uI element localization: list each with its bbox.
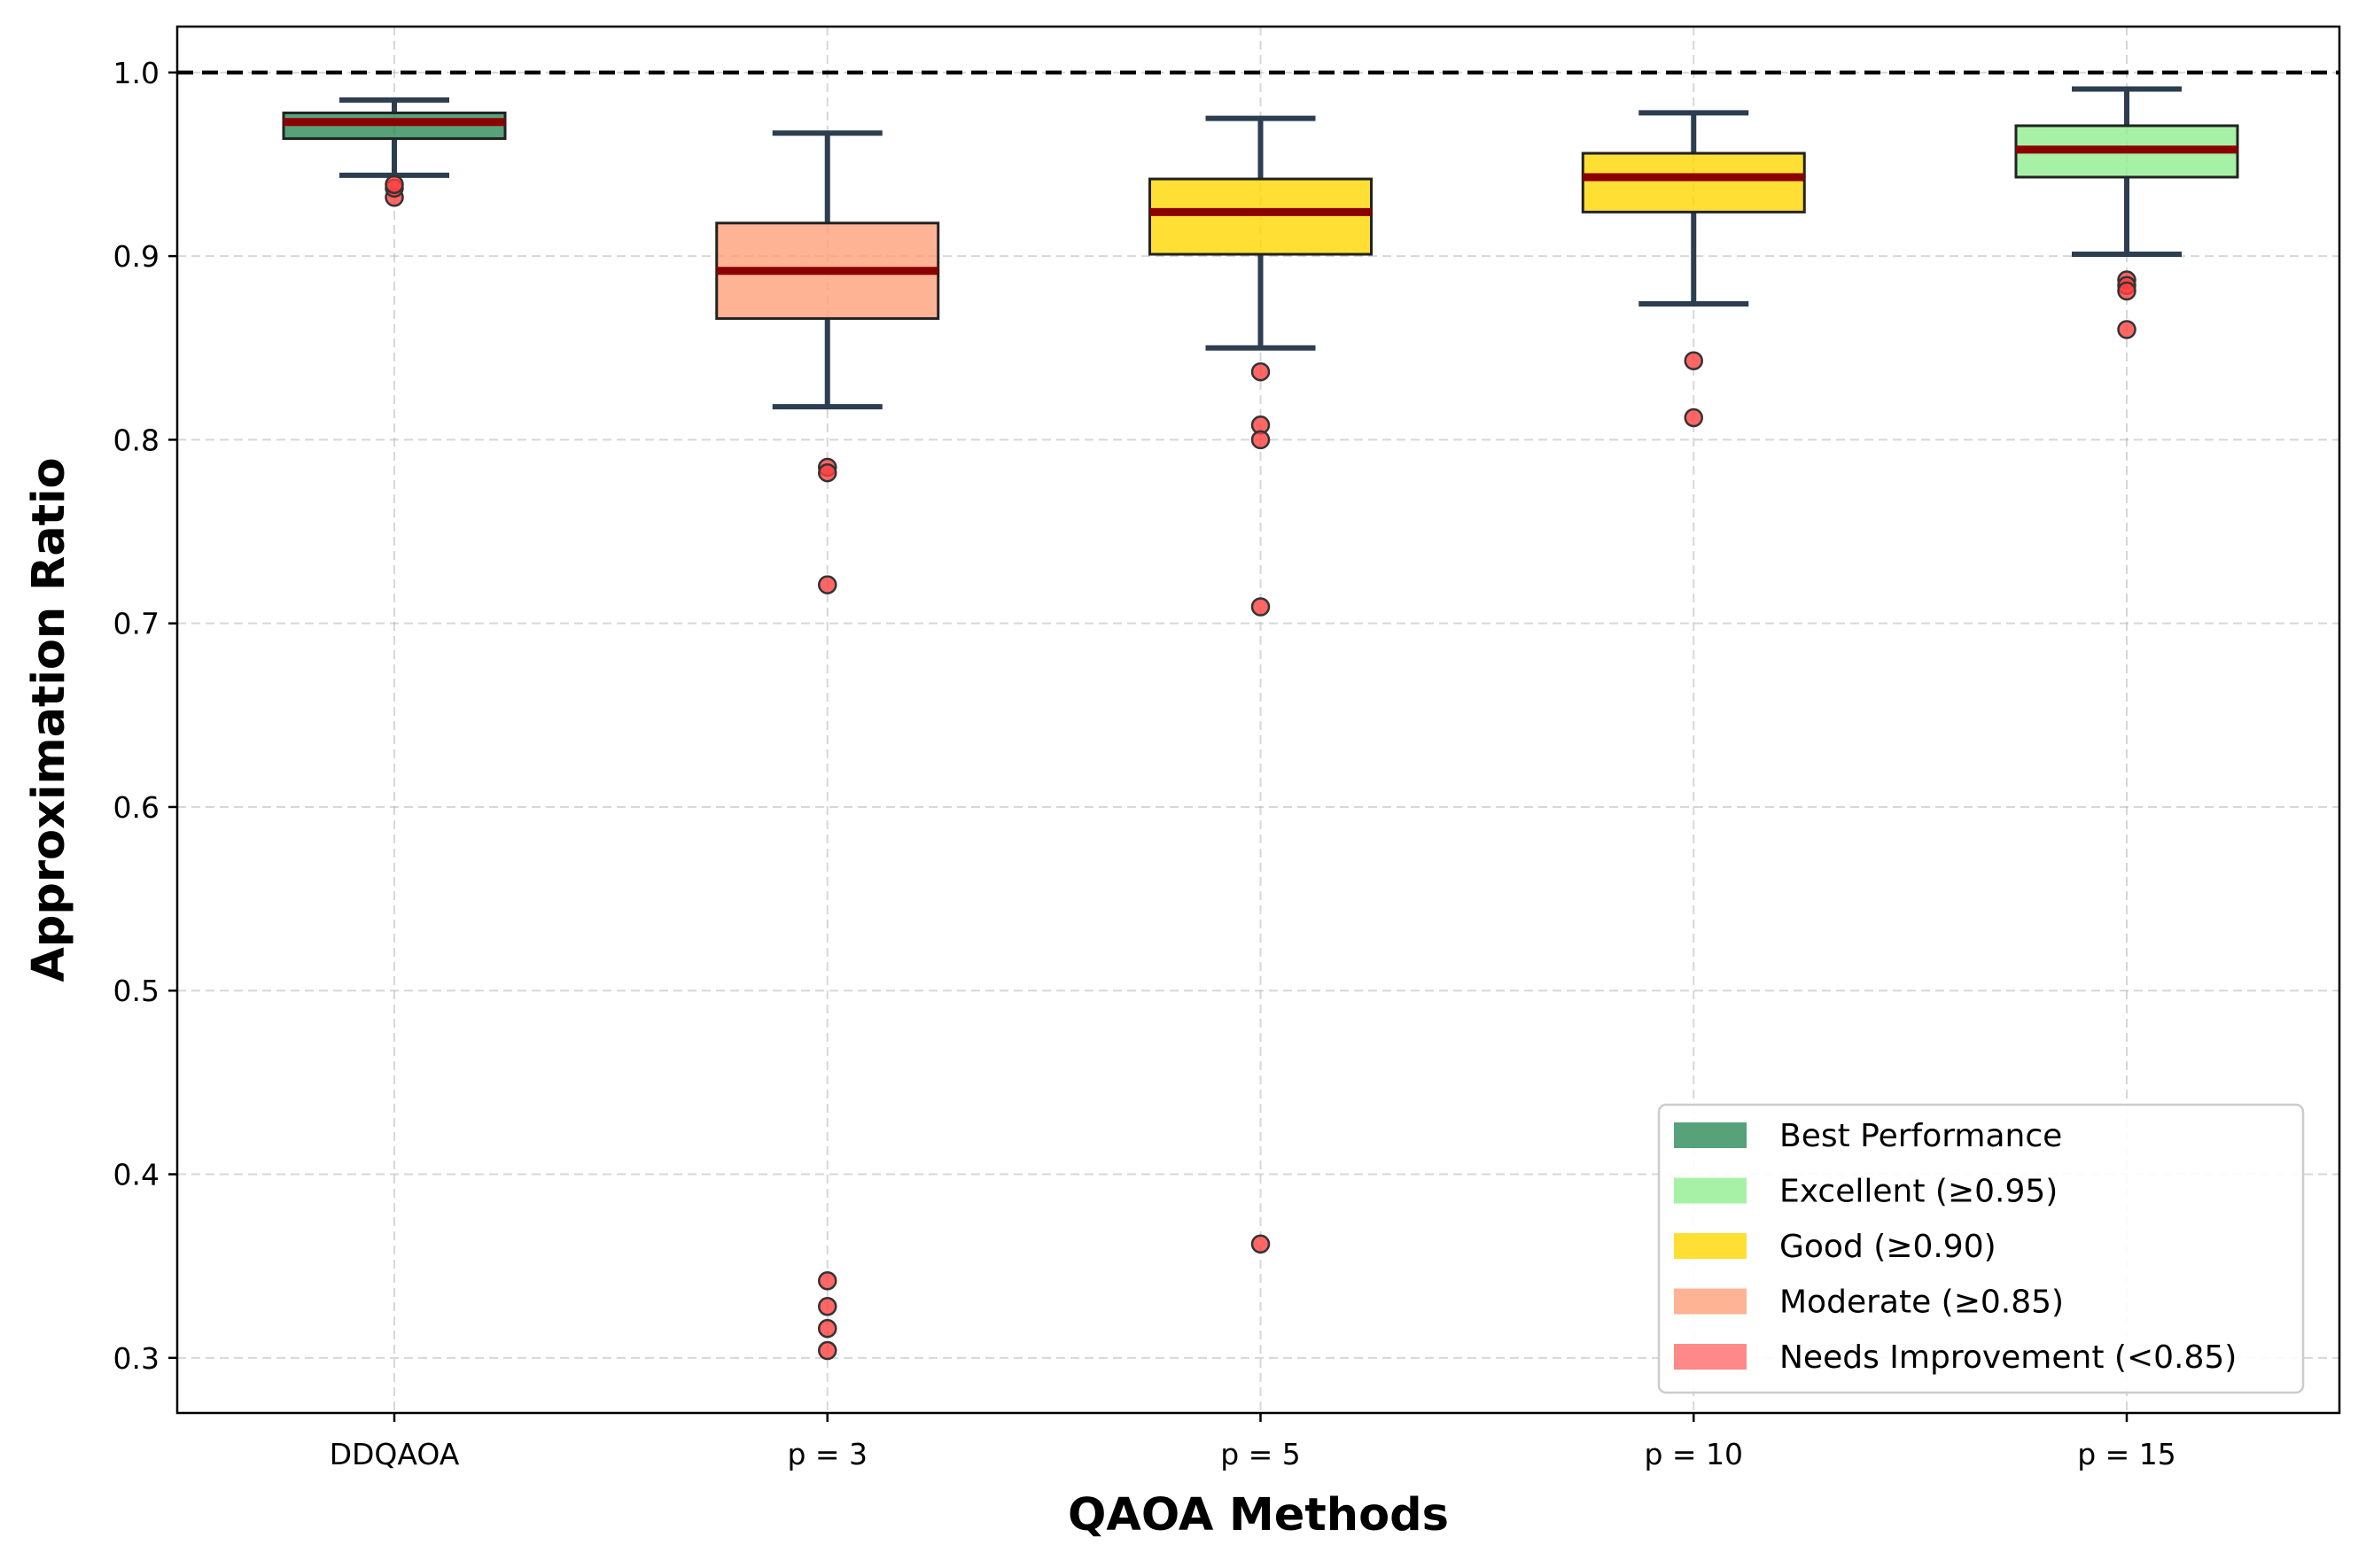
y-tick-label: 0.5: [113, 974, 160, 1008]
box-iqr: [1148, 177, 1373, 256]
x-axis-title: QAOA Methods: [1068, 1489, 1449, 1541]
outlier-point: [1250, 430, 1271, 450]
legend-swatch: [1674, 1177, 1747, 1204]
box-iqr: [1581, 151, 1806, 213]
y-tick-label: 0.7: [113, 607, 160, 641]
legend-label: Good (≥0.90): [1779, 1229, 1996, 1265]
legend-box: [1657, 1103, 2305, 1394]
outlier-point: [818, 575, 837, 594]
outlier-point: [385, 175, 404, 195]
x-axis-ticks: DDQAOA p = 3 p = 5 p = 10 p = 15: [330, 1413, 2176, 1471]
outlier-point: [1250, 1234, 1271, 1254]
outlier-point: [1250, 597, 1271, 617]
outlier-layer: [385, 175, 2136, 1361]
y-tick-label: 0.4: [113, 1158, 160, 1192]
legend-swatch: [1674, 1122, 1747, 1148]
legend-label: Needs Improvement (<0.85): [1779, 1339, 2237, 1376]
legend-swatch: [1674, 1344, 1747, 1370]
x-tick-label: DDQAOA: [330, 1437, 460, 1471]
outlier-point: [1250, 361, 1271, 382]
outlier-point: [818, 462, 837, 483]
outlier-point: [2117, 320, 2136, 339]
legend-label: Excellent (≥0.95): [1779, 1174, 2058, 1210]
y-tick-label: 0.3: [113, 1341, 160, 1376]
y-tick-label: 1.0: [113, 56, 160, 90]
y-axis-title: Approximation Ratio: [23, 457, 75, 982]
box-group: [715, 130, 940, 410]
x-tick-label: p = 10: [1644, 1437, 1743, 1471]
legend-swatch: [1674, 1233, 1747, 1259]
y-tick-label: 0.9: [113, 239, 160, 274]
legend-swatch: [1674, 1288, 1747, 1315]
legend: Best Performance Excellent (≥0.95) Good (≥…: [1657, 1103, 2305, 1394]
x-tick-label: p = 3: [787, 1437, 868, 1471]
y-tick-label: 0.8: [113, 423, 160, 457]
y-tick-label: 0.6: [113, 790, 160, 825]
x-tick-label: p = 15: [2077, 1437, 2176, 1471]
outlier-point: [818, 1271, 837, 1291]
y-axis-ticks: 0.3 0.4 0.5 0.6 0.7 0.8 0.9 1.0: [113, 56, 177, 1376]
outlier-point: [2117, 281, 2136, 301]
outlier-point: [818, 1340, 837, 1361]
outlier-point: [1684, 351, 1703, 371]
outlier-point: [818, 1318, 837, 1339]
box-layer: [282, 86, 2239, 410]
legend-label: Moderate (≥0.85): [1779, 1285, 2064, 1321]
box-group: [1148, 115, 1373, 351]
box-group: [2014, 86, 2239, 258]
x-tick-label: p = 5: [1220, 1437, 1301, 1471]
box-group: [282, 97, 507, 178]
outlier-point: [1684, 408, 1703, 428]
outlier-point: [818, 1297, 837, 1316]
box-group: [1581, 110, 1806, 307]
legend-label: Best Performance: [1779, 1118, 2062, 1154]
plot-area-frame: [175, 25, 2341, 1415]
